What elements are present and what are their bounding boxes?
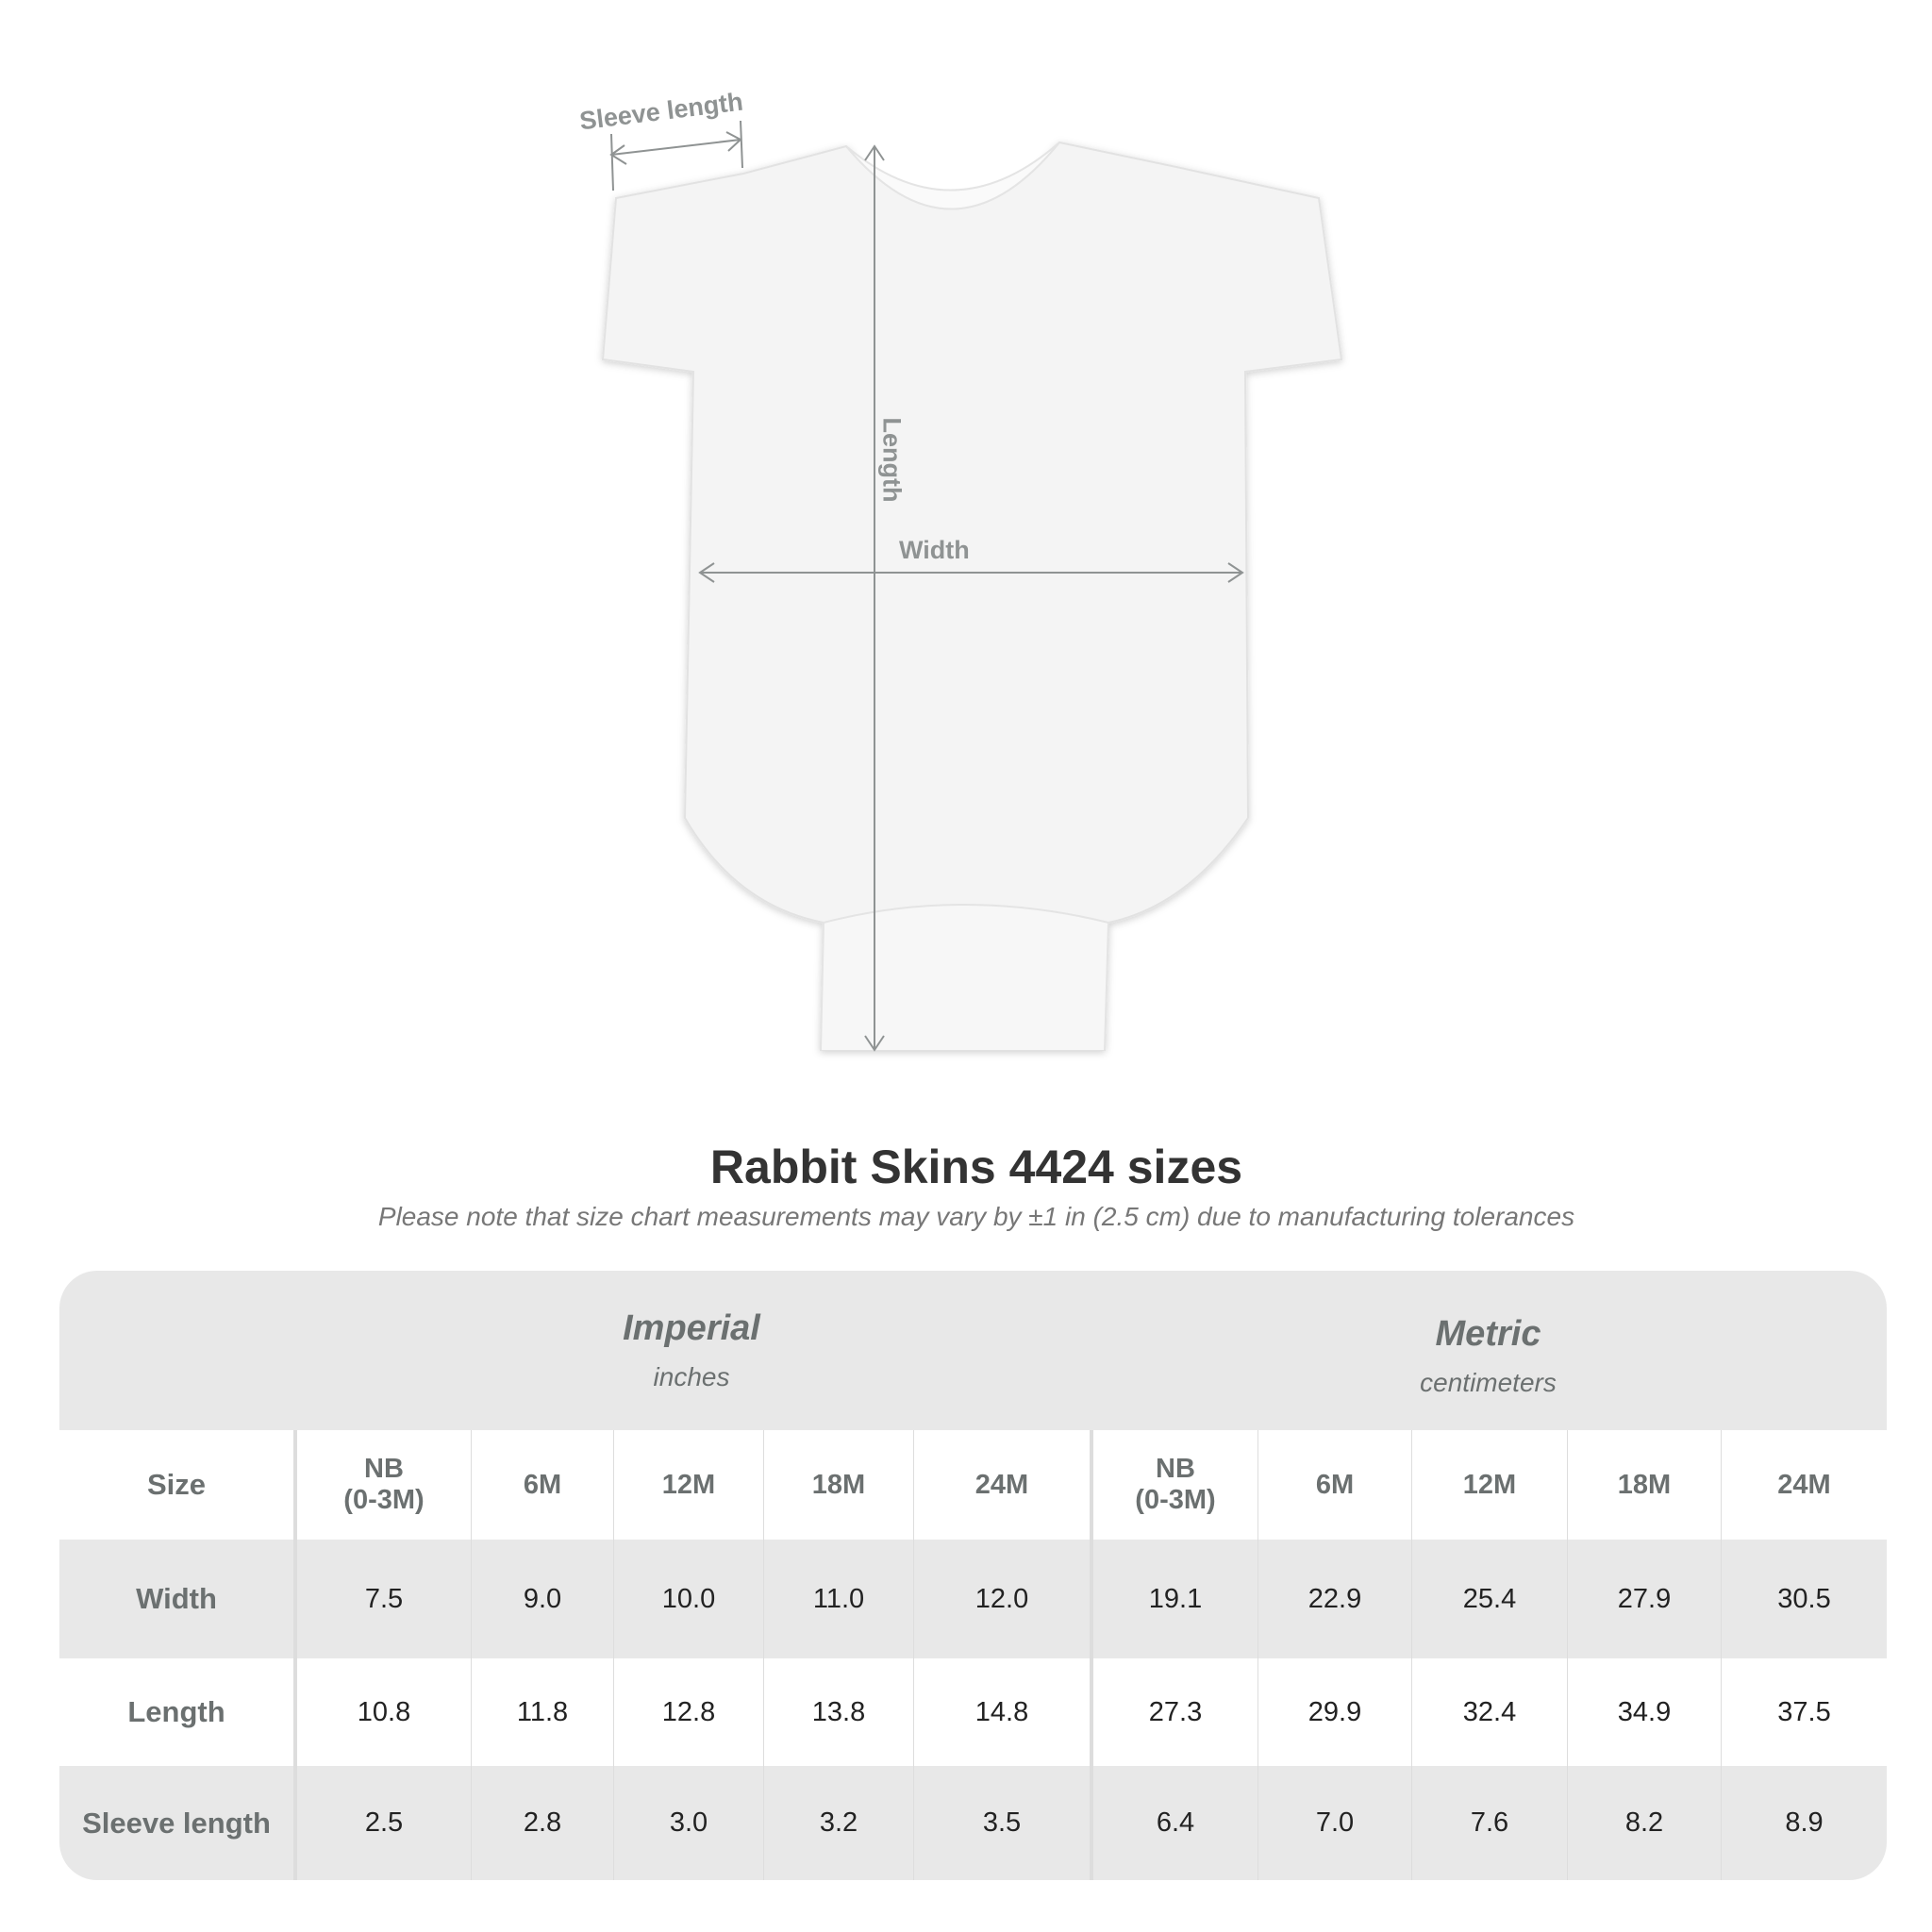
table-cell: 9.0	[471, 1540, 613, 1658]
row-label: Sleeve length	[82, 1806, 271, 1840]
metric-header: Metric centimeters	[1090, 1314, 1887, 1398]
table-cell: 12M	[1411, 1430, 1567, 1540]
table-cell: 14.8	[913, 1658, 1090, 1766]
table-cell: 11.0	[763, 1540, 913, 1658]
table-row: Width 7.5 9.0 10.0 11.0 12.0 19.1 22.9 25.4 27.9 3…	[59, 1540, 1887, 1658]
table-cell: 6.4	[1090, 1766, 1257, 1880]
table-cell: 10.0	[613, 1540, 763, 1658]
table-cell: 29.9	[1257, 1658, 1411, 1766]
imperial-title: Imperial	[623, 1308, 760, 1348]
width-label: Width	[899, 536, 970, 564]
table-header-band: Imperial inches Metric centimeters	[59, 1271, 1887, 1430]
sleeve-arrow	[610, 139, 741, 156]
table-cell: 10.8	[293, 1658, 471, 1766]
metric-title: Metric	[1435, 1314, 1541, 1354]
table-cell: NB (0-3M)	[293, 1430, 471, 1540]
onesie-diagram	[601, 120, 1343, 1052]
size-table: Imperial inches Metric centimeters Size N…	[59, 1271, 1887, 1880]
table-cell: 3.5	[913, 1766, 1090, 1880]
table-row: Sleeve length 2.5 2.8 3.0 3.2 3.5 6.4 7.0 7.6 8.2…	[59, 1766, 1887, 1880]
table-cell: 24M	[1721, 1430, 1887, 1540]
table-cell: 37.5	[1721, 1658, 1887, 1766]
row-label: Size	[146, 1468, 207, 1501]
table-cell: 6M	[471, 1430, 613, 1540]
table-cell: 30.5	[1721, 1540, 1887, 1658]
table-row: Length 10.8 11.8 12.8 13.8 14.8 27.3 29.9 32.4 34…	[59, 1658, 1887, 1766]
tolerance-note: Please note that size chart measurements…	[377, 1202, 1575, 1231]
table-cell: 24M	[913, 1430, 1090, 1540]
table-cell: 13.8	[763, 1658, 913, 1766]
table-cell: 8.2	[1567, 1766, 1721, 1880]
row-label: Length	[127, 1695, 225, 1728]
imperial-header: Imperial inches	[293, 1308, 1090, 1392]
page-title: Rabbit Skins 4424 sizes	[709, 1141, 1243, 1193]
table-cell: 11.8	[471, 1658, 613, 1766]
table-cell: NB (0-3M)	[1090, 1430, 1257, 1540]
table-cell: 18M	[1567, 1430, 1721, 1540]
imperial-unit: inches	[653, 1362, 730, 1391]
table-cell: 7.6	[1411, 1766, 1567, 1880]
table-cell: 6M	[1257, 1430, 1411, 1540]
table-cell: 3.2	[763, 1766, 913, 1880]
table-cell: 25.4	[1411, 1540, 1567, 1658]
table-cell: 3.0	[613, 1766, 763, 1880]
table-cell: 7.0	[1257, 1766, 1411, 1880]
row-label: Width	[136, 1582, 217, 1615]
table-cell: 27.9	[1567, 1540, 1721, 1658]
table-cell: 19.1	[1090, 1540, 1257, 1658]
header-row: Size NB (0-3M) 6M 12M 18M 24M NB (0-3M) 6M 12M 18…	[59, 1430, 1887, 1540]
table-cell: 2.5	[293, 1766, 471, 1880]
table-cell: 18M	[763, 1430, 913, 1540]
table-cell: 27.3	[1090, 1658, 1257, 1766]
table-cell: 12.0	[913, 1540, 1090, 1658]
table-cell: 12M	[613, 1430, 763, 1540]
table-cell: 8.9	[1721, 1766, 1887, 1880]
table-cell: 12.8	[613, 1658, 763, 1766]
metric-unit: centimeters	[1420, 1368, 1557, 1397]
table-cell: 7.5	[293, 1540, 471, 1658]
length-label: Length	[877, 417, 907, 503]
table-cell: 2.8	[471, 1766, 613, 1880]
table-cell: 32.4	[1411, 1658, 1567, 1766]
table-cell: 22.9	[1257, 1540, 1411, 1658]
table-cell: 34.9	[1567, 1658, 1721, 1766]
